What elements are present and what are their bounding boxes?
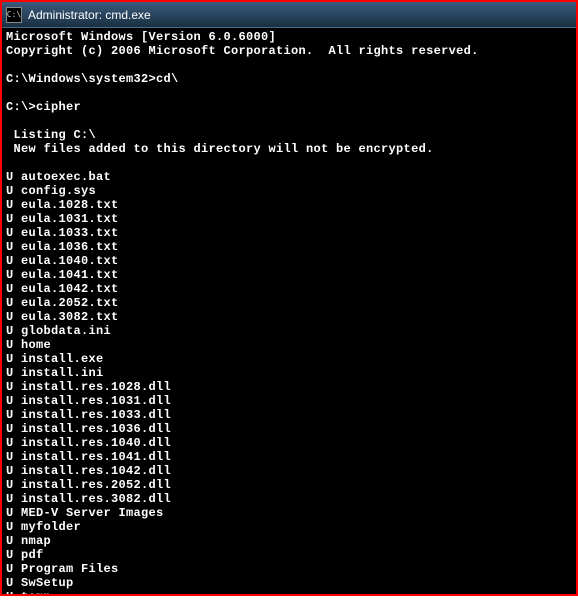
- file-entry: U eula.1028.txt: [6, 198, 572, 212]
- cmd-icon: C:\: [6, 7, 22, 23]
- file-entry: U eula.1036.txt: [6, 240, 572, 254]
- header-copyright: Copyright (c) 2006 Microsoft Corporation…: [6, 44, 572, 58]
- file-entry: U eula.1031.txt: [6, 212, 572, 226]
- file-entry: U install.res.1040.dll: [6, 436, 572, 450]
- titlebar[interactable]: C:\ Administrator: cmd.exe: [2, 2, 576, 28]
- listing-path: Listing C:\: [6, 128, 572, 142]
- file-entry: U SwSetup: [6, 576, 572, 590]
- file-entry: U install.res.1041.dll: [6, 450, 572, 464]
- file-entry: U Program Files: [6, 562, 572, 576]
- prompt-cipher: C:\>cipher: [6, 100, 572, 114]
- file-entry: U MED-V Server Images: [6, 506, 572, 520]
- file-entry: U autoexec.bat: [6, 170, 572, 184]
- cmd-icon-text: C:\: [7, 10, 21, 19]
- file-entry: U home: [6, 338, 572, 352]
- header-version: Microsoft Windows [Version 6.0.6000]: [6, 30, 572, 44]
- file-entry: U install.exe: [6, 352, 572, 366]
- file-entry: U install.res.1033.dll: [6, 408, 572, 422]
- file-entry: U install.res.1031.dll: [6, 394, 572, 408]
- file-entry: U install.ini: [6, 366, 572, 380]
- file-entry: U globdata.ini: [6, 324, 572, 338]
- file-entry: U install.res.1042.dll: [6, 464, 572, 478]
- file-entry: U eula.1040.txt: [6, 254, 572, 268]
- file-entry: U nmap: [6, 534, 572, 548]
- blank-line: [6, 114, 572, 128]
- file-entry: U install.res.2052.dll: [6, 478, 572, 492]
- file-entry: U install.res.3082.dll: [6, 492, 572, 506]
- file-entry: U pdf: [6, 548, 572, 562]
- file-entry: U temp: [6, 590, 572, 594]
- file-entry: U eula.3082.txt: [6, 310, 572, 324]
- prompt-cd: C:\Windows\system32>cd\: [6, 72, 572, 86]
- file-entry: U install.res.1036.dll: [6, 422, 572, 436]
- terminal-output[interactable]: Microsoft Windows [Version 6.0.6000]Copy…: [2, 28, 576, 594]
- blank-line: [6, 156, 572, 170]
- file-entry: U myfolder: [6, 520, 572, 534]
- file-entry: U eula.1041.txt: [6, 268, 572, 282]
- cmd-window: C:\ Administrator: cmd.exe Microsoft Win…: [0, 0, 578, 596]
- file-entry: U eula.2052.txt: [6, 296, 572, 310]
- file-entry: U eula.1033.txt: [6, 226, 572, 240]
- window-title: Administrator: cmd.exe: [28, 8, 572, 22]
- listing-note: New files added to this directory will n…: [6, 142, 572, 156]
- file-entry: U install.res.1028.dll: [6, 380, 572, 394]
- file-entry: U eula.1042.txt: [6, 282, 572, 296]
- blank-line: [6, 58, 572, 72]
- file-entry: U config.sys: [6, 184, 572, 198]
- blank-line: [6, 86, 572, 100]
